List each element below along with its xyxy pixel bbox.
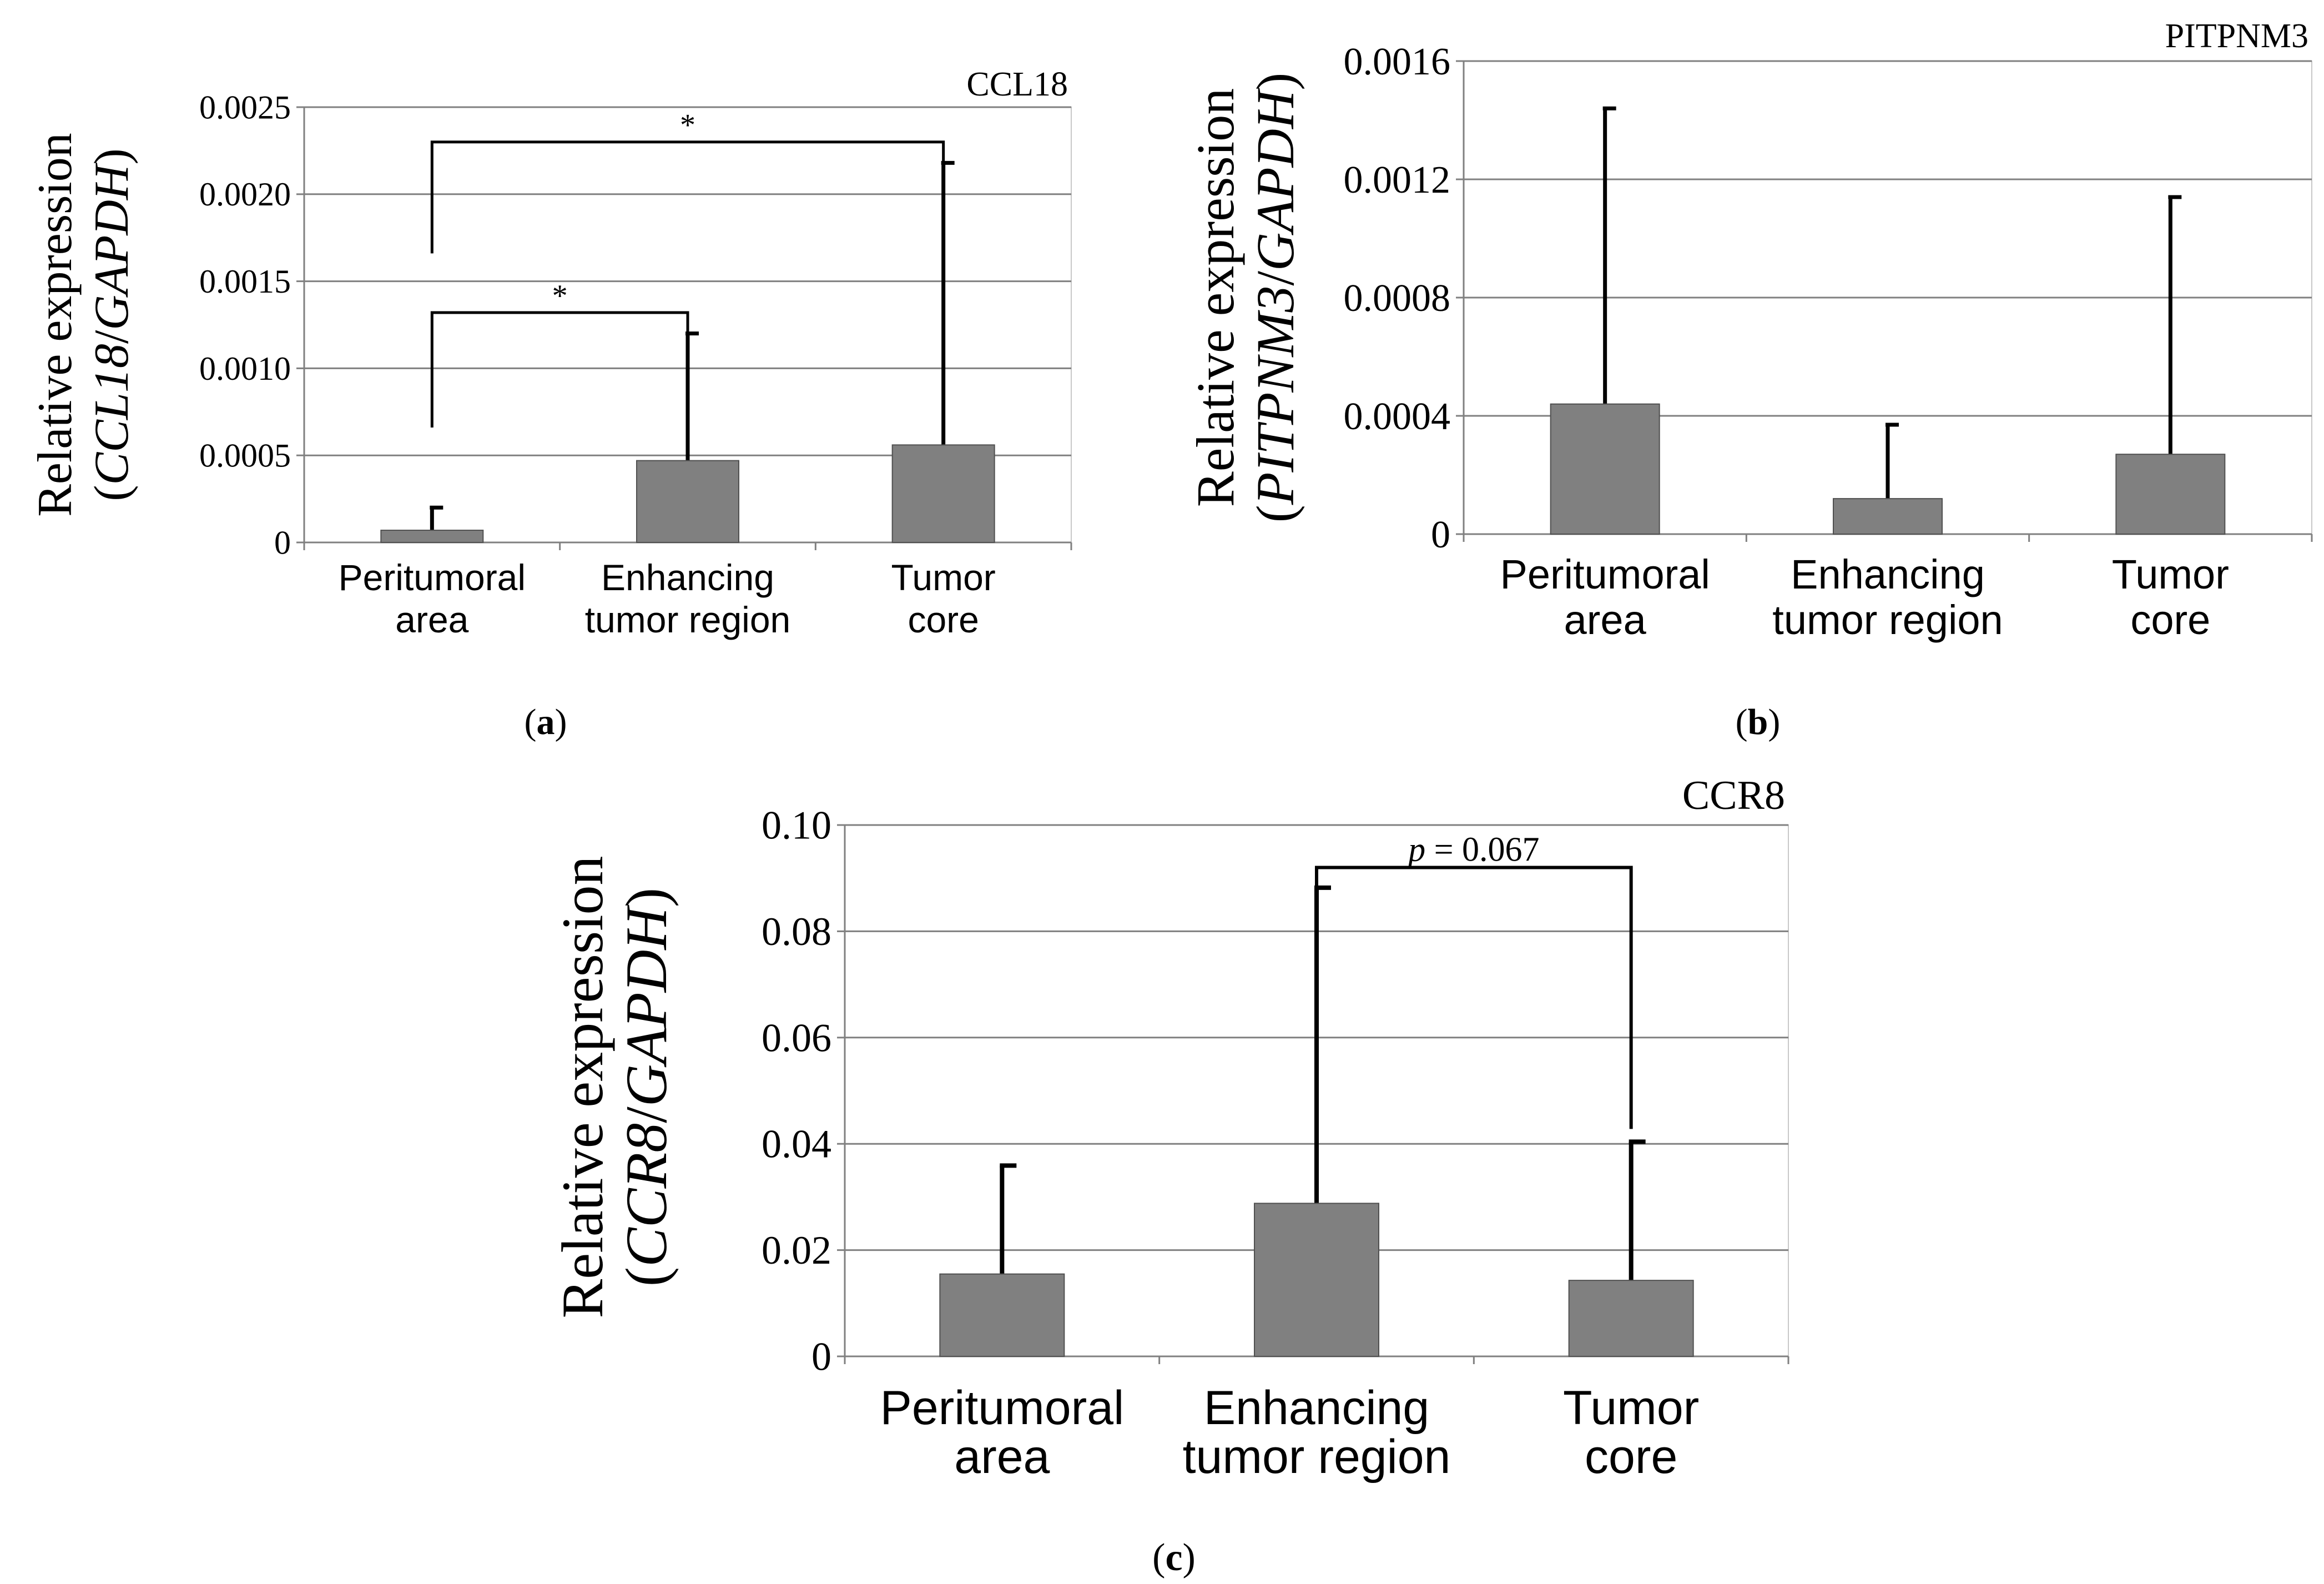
x-category-label: Peritumoral bbox=[1500, 551, 1710, 597]
bar bbox=[891, 444, 995, 543]
x-category-label: tumor region bbox=[1183, 1430, 1451, 1484]
panel-letter: b bbox=[1748, 702, 1768, 742]
y-tick-label: 0.10 bbox=[762, 803, 831, 847]
panel-b-pitpnm3-chart: 0 0.0004 0.0008 0.0012 0.0016 Peritumoralarea… bbox=[1186, 17, 2313, 742]
bar bbox=[1568, 1280, 1694, 1357]
panel-label-paren: ) bbox=[1183, 1536, 1196, 1579]
y-axis-label-genes: (CCL18/GAPDH) bbox=[85, 148, 139, 501]
significance-bracket bbox=[1315, 866, 1633, 1129]
x-category-label: area bbox=[395, 599, 468, 640]
y-label-punctuation: ) bbox=[614, 888, 679, 907]
panel-label: (b) bbox=[1736, 702, 1781, 742]
y-label-punctuation: ( bbox=[85, 485, 139, 501]
x-category-label: core bbox=[908, 599, 979, 640]
y-tick-label: 0.0015 bbox=[199, 263, 291, 300]
gene-name: CCL18 bbox=[85, 344, 139, 485]
significance-bracket bbox=[430, 311, 689, 428]
y-label-punctuation: ) bbox=[1246, 73, 1305, 90]
y-axis-label: Relative expression bbox=[1186, 88, 1245, 507]
chart-title: CCL18 bbox=[966, 66, 1068, 103]
chart-title: CCR8 bbox=[1682, 773, 1785, 818]
y-tick-label: 0 bbox=[274, 524, 291, 561]
x-category-label: Enhancing bbox=[1791, 551, 1985, 597]
x-category-label: Enhancing bbox=[1204, 1381, 1429, 1435]
bar bbox=[1550, 403, 1660, 535]
bar bbox=[1833, 498, 1943, 535]
significance-label: p = 0.067 bbox=[1406, 831, 1539, 869]
y-label-punctuation: / bbox=[614, 1107, 679, 1123]
panel-label-paren: ( bbox=[1736, 702, 1748, 742]
significance-bracket bbox=[430, 140, 945, 254]
chart-title: PITPNM3 bbox=[2165, 17, 2308, 55]
y-tick-label: 0.04 bbox=[762, 1122, 831, 1166]
x-category-label: Tumor bbox=[1563, 1381, 1699, 1435]
panel-letter: c bbox=[1165, 1536, 1182, 1579]
bar bbox=[380, 530, 484, 543]
y-tick-label: 0.08 bbox=[762, 909, 831, 954]
x-category-label: Tumor bbox=[2112, 551, 2229, 597]
y-tick-label: 0.02 bbox=[762, 1228, 831, 1273]
bar bbox=[1254, 1203, 1379, 1357]
y-label-punctuation: ( bbox=[1246, 505, 1305, 522]
x-category-label: area bbox=[954, 1430, 1050, 1484]
x-category-label: tumor region bbox=[1772, 597, 2003, 643]
panel-a-ccl18-chart: 0 0.0005 0.0010 0.0015 0.0020 0.0025 Peritumor… bbox=[28, 66, 1072, 742]
significance-value: = 0.067 bbox=[1425, 831, 1539, 869]
y-label-punctuation: ) bbox=[85, 148, 139, 164]
p-value-symbol: p bbox=[1406, 831, 1425, 869]
significance-value: * bbox=[552, 279, 568, 313]
y-tick-label: 0 bbox=[811, 1334, 831, 1379]
y-tick-label: 0.0025 bbox=[199, 89, 291, 125]
x-category-label: tumor region bbox=[585, 599, 791, 640]
reference-gene-name: GAPDH bbox=[1246, 88, 1305, 271]
panel-label-paren: ( bbox=[525, 702, 537, 742]
panel-label-paren: ( bbox=[1152, 1536, 1165, 1579]
y-tick-label: 0.06 bbox=[762, 1015, 831, 1060]
significance-label: * bbox=[552, 279, 568, 313]
gene-name: CCR8 bbox=[614, 1123, 679, 1267]
y-tick-label: 0.0012 bbox=[1344, 159, 1451, 202]
reference-gene-name: GAPDH bbox=[85, 162, 139, 330]
y-axis-label-genes: (CCR8/GAPDH) bbox=[614, 888, 679, 1286]
x-category-label: Enhancing bbox=[601, 557, 774, 598]
y-tick-label: 0.0010 bbox=[199, 350, 291, 387]
x-category-label: Tumor bbox=[891, 557, 996, 598]
x-category-label: Peritumoral bbox=[880, 1381, 1124, 1435]
y-axis-label: Relative expression bbox=[550, 856, 615, 1318]
panel-label-paren: ) bbox=[555, 702, 567, 742]
y-tick-label: 0.0004 bbox=[1344, 395, 1451, 438]
y-axis-label: Relative expression bbox=[28, 133, 82, 517]
bar bbox=[939, 1273, 1065, 1357]
panel-label-paren: ) bbox=[1768, 702, 1780, 742]
y-tick-label: 0.0016 bbox=[1344, 41, 1451, 83]
x-category-label: core bbox=[2130, 597, 2210, 643]
x-category-label: Peritumoral bbox=[339, 557, 526, 598]
y-tick-label: 0.0008 bbox=[1344, 277, 1451, 320]
y-label-punctuation: / bbox=[1246, 271, 1305, 286]
gene-name: PITPNM3 bbox=[1246, 286, 1305, 506]
y-label-punctuation: / bbox=[85, 330, 139, 344]
bar bbox=[2115, 454, 2226, 535]
y-tick-label: 0.0005 bbox=[199, 438, 291, 474]
reference-gene-name: GAPDH bbox=[614, 904, 679, 1107]
y-tick-label: 0 bbox=[1431, 514, 1450, 556]
bar bbox=[636, 460, 739, 543]
panel-label: (a) bbox=[525, 702, 567, 742]
x-category-label: area bbox=[1564, 597, 1647, 643]
x-category-label: core bbox=[1585, 1430, 1677, 1484]
y-axis-label-genes: (PITPNM3/GAPDH) bbox=[1246, 73, 1305, 523]
y-label-punctuation: ( bbox=[614, 1267, 679, 1286]
y-tick-label: 0.0020 bbox=[199, 176, 291, 213]
panel-label: (c) bbox=[1152, 1536, 1196, 1579]
significance-value: * bbox=[680, 108, 695, 143]
significance-label: * bbox=[680, 108, 695, 143]
panel-letter: a bbox=[537, 702, 555, 742]
